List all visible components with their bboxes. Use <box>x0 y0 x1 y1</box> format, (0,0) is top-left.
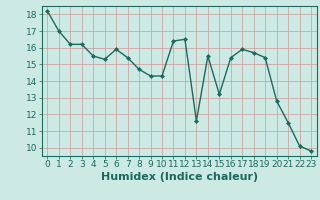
X-axis label: Humidex (Indice chaleur): Humidex (Indice chaleur) <box>100 172 258 182</box>
